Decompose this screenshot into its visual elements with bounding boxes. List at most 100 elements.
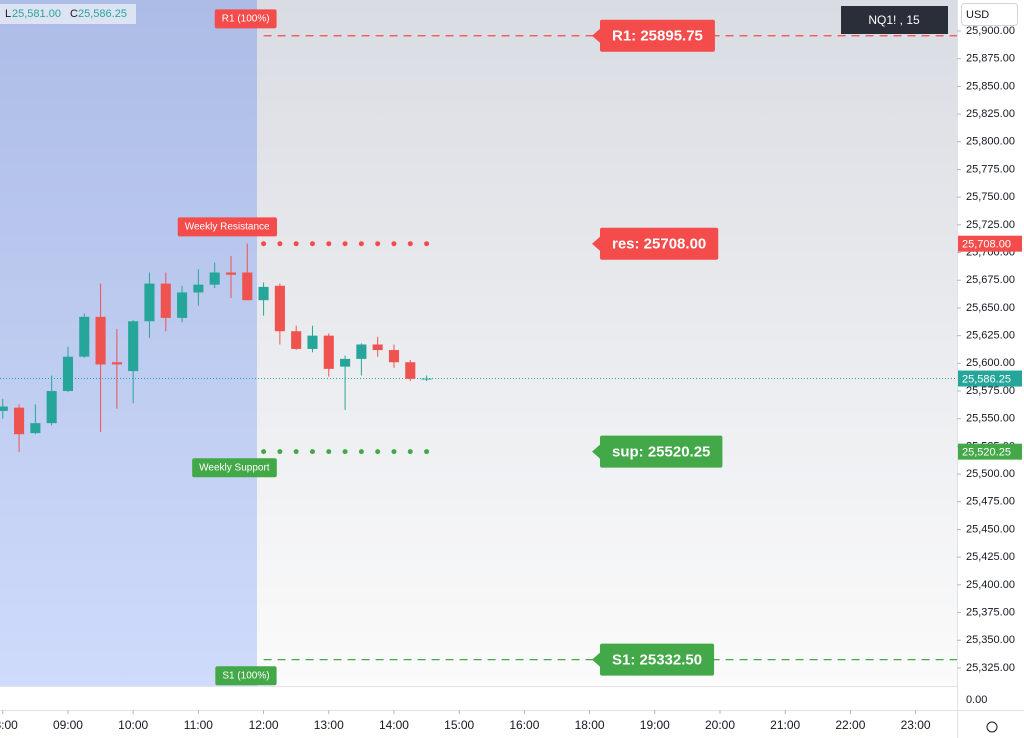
level-tag-box <box>192 458 277 478</box>
candle-body <box>209 272 220 285</box>
y-tick-label: 25,325.00 <box>966 662 1015 674</box>
x-tick-label: 21:00 <box>770 718 800 732</box>
level-label: S1: 25332.50 <box>612 652 702 669</box>
candle-body <box>0 406 8 411</box>
axis-price-tag <box>958 235 1022 252</box>
y-tick-label: 25,450.00 <box>966 523 1015 535</box>
level-label-box <box>600 435 723 468</box>
x-tick-label: 12:00 <box>249 718 279 732</box>
level-label-box <box>600 227 719 260</box>
level-label: sup: 25520.25 <box>612 444 710 461</box>
x-tick-label: 08:00 <box>0 718 18 732</box>
close-value: 25,586.25 <box>78 8 127 20</box>
y-tick-label: 25,650.00 <box>966 302 1015 314</box>
x-tick-label: 22:00 <box>835 718 865 732</box>
pane-value: 0.00 <box>966 694 987 706</box>
settings-icon[interactable] <box>986 721 998 733</box>
y-tick-label: 25,675.00 <box>966 274 1015 286</box>
y-tick-label: 25,375.00 <box>966 606 1015 618</box>
candle-body <box>14 407 25 435</box>
symbol-badge[interactable] <box>841 6 948 34</box>
level-label-pointer <box>592 652 600 667</box>
candle-body <box>388 350 400 363</box>
y-tick-label: 25,425.00 <box>966 551 1015 563</box>
last-price-tag-label: 25,586.25 <box>962 373 1011 385</box>
candle-body <box>128 321 139 372</box>
candle-body <box>356 344 367 359</box>
y-tick-label: 25,475.00 <box>966 496 1015 508</box>
y-tick-label: 25,350.00 <box>966 634 1015 646</box>
x-tick-label: 16:00 <box>509 718 539 732</box>
last-price-tag <box>958 370 1022 387</box>
level-tag-box <box>177 217 278 237</box>
y-tick-label: 25,400.00 <box>966 579 1015 591</box>
level-label: res: 25708.00 <box>612 236 706 253</box>
level-tag: R1 (100%) <box>222 13 270 24</box>
y-tick-label: 25,500.00 <box>966 468 1015 480</box>
y-tick-label: 25,750.00 <box>966 191 1015 203</box>
y-tick-label: 25,725.00 <box>966 219 1015 231</box>
candle-body <box>258 286 269 301</box>
x-tick-label: 11:00 <box>184 718 213 732</box>
candle-body <box>421 378 432 380</box>
x-tick-label: 10:00 <box>118 718 148 732</box>
candle-body <box>111 362 122 365</box>
candle-body <box>340 358 351 367</box>
axis-price-tag-label: 25,708.00 <box>962 239 1011 251</box>
y-tick-label: 25,550.00 <box>966 413 1015 425</box>
candle-body <box>372 344 383 351</box>
candle-body <box>307 335 318 349</box>
candle-body <box>30 423 41 434</box>
currency: USD <box>966 9 989 21</box>
candle-body <box>193 284 204 293</box>
candle-body <box>291 331 302 349</box>
x-tick-label: 19:00 <box>640 718 670 732</box>
axis-price-tag <box>958 443 1022 460</box>
y-tick-label: 25,575.00 <box>966 385 1015 397</box>
candle-body <box>323 335 334 369</box>
close-label: C <box>70 8 78 20</box>
candle-body <box>274 285 285 332</box>
candle-body <box>95 316 106 365</box>
candle-body <box>79 316 90 357</box>
level-tag: Weekly Support <box>199 462 270 473</box>
level-tag-box <box>215 666 277 686</box>
y-tick-label: 25,875.00 <box>966 53 1015 65</box>
y-tick-label: 25,775.00 <box>966 163 1015 175</box>
level-tag: S1 (100%) <box>222 670 269 681</box>
candle-body <box>225 272 237 275</box>
level-tag: Weekly Resistance <box>185 221 270 232</box>
candle-body <box>177 292 188 318</box>
currency-dropdown[interactable] <box>961 3 1018 26</box>
candle-body <box>144 283 155 322</box>
level-label-box <box>600 643 715 676</box>
level-label-pointer <box>592 28 600 43</box>
x-tick-label: 20:00 <box>705 718 735 732</box>
level-label-pointer <box>592 236 600 251</box>
symbol: NQ1! , 15 <box>868 13 920 27</box>
candle-body <box>62 356 74 392</box>
axes: 25,325.00 25,350.00 25,375.00 25,400.00 25,4… <box>0 25 1022 732</box>
level-label-pointer <box>592 444 600 459</box>
low-label: L <box>5 8 11 20</box>
x-tick-label: 09:00 <box>53 718 83 732</box>
level-tag-box <box>214 9 277 29</box>
x-tick-label: 23:00 <box>901 718 931 732</box>
y-tick-label: 25,625.00 <box>966 330 1015 342</box>
level-label-box <box>600 19 715 52</box>
low-value: 25,581.00 <box>12 8 61 20</box>
y-tick-label: 25,800.00 <box>966 136 1015 148</box>
candle-body <box>242 272 253 301</box>
candle-body <box>160 283 171 318</box>
x-tick-label: 13:00 <box>314 718 344 732</box>
lower-pane <box>0 686 957 710</box>
y-tick-label: 25,850.00 <box>966 80 1015 92</box>
level-label: R1: 25895.75 <box>612 28 703 45</box>
x-tick-label: 18:00 <box>575 718 605 732</box>
legend-background <box>0 4 136 24</box>
y-tick-label: 25,700.00 <box>966 246 1015 258</box>
x-tick-label: 14:00 <box>379 718 409 732</box>
axis-price-tag-label: 25,520.25 <box>962 447 1011 459</box>
